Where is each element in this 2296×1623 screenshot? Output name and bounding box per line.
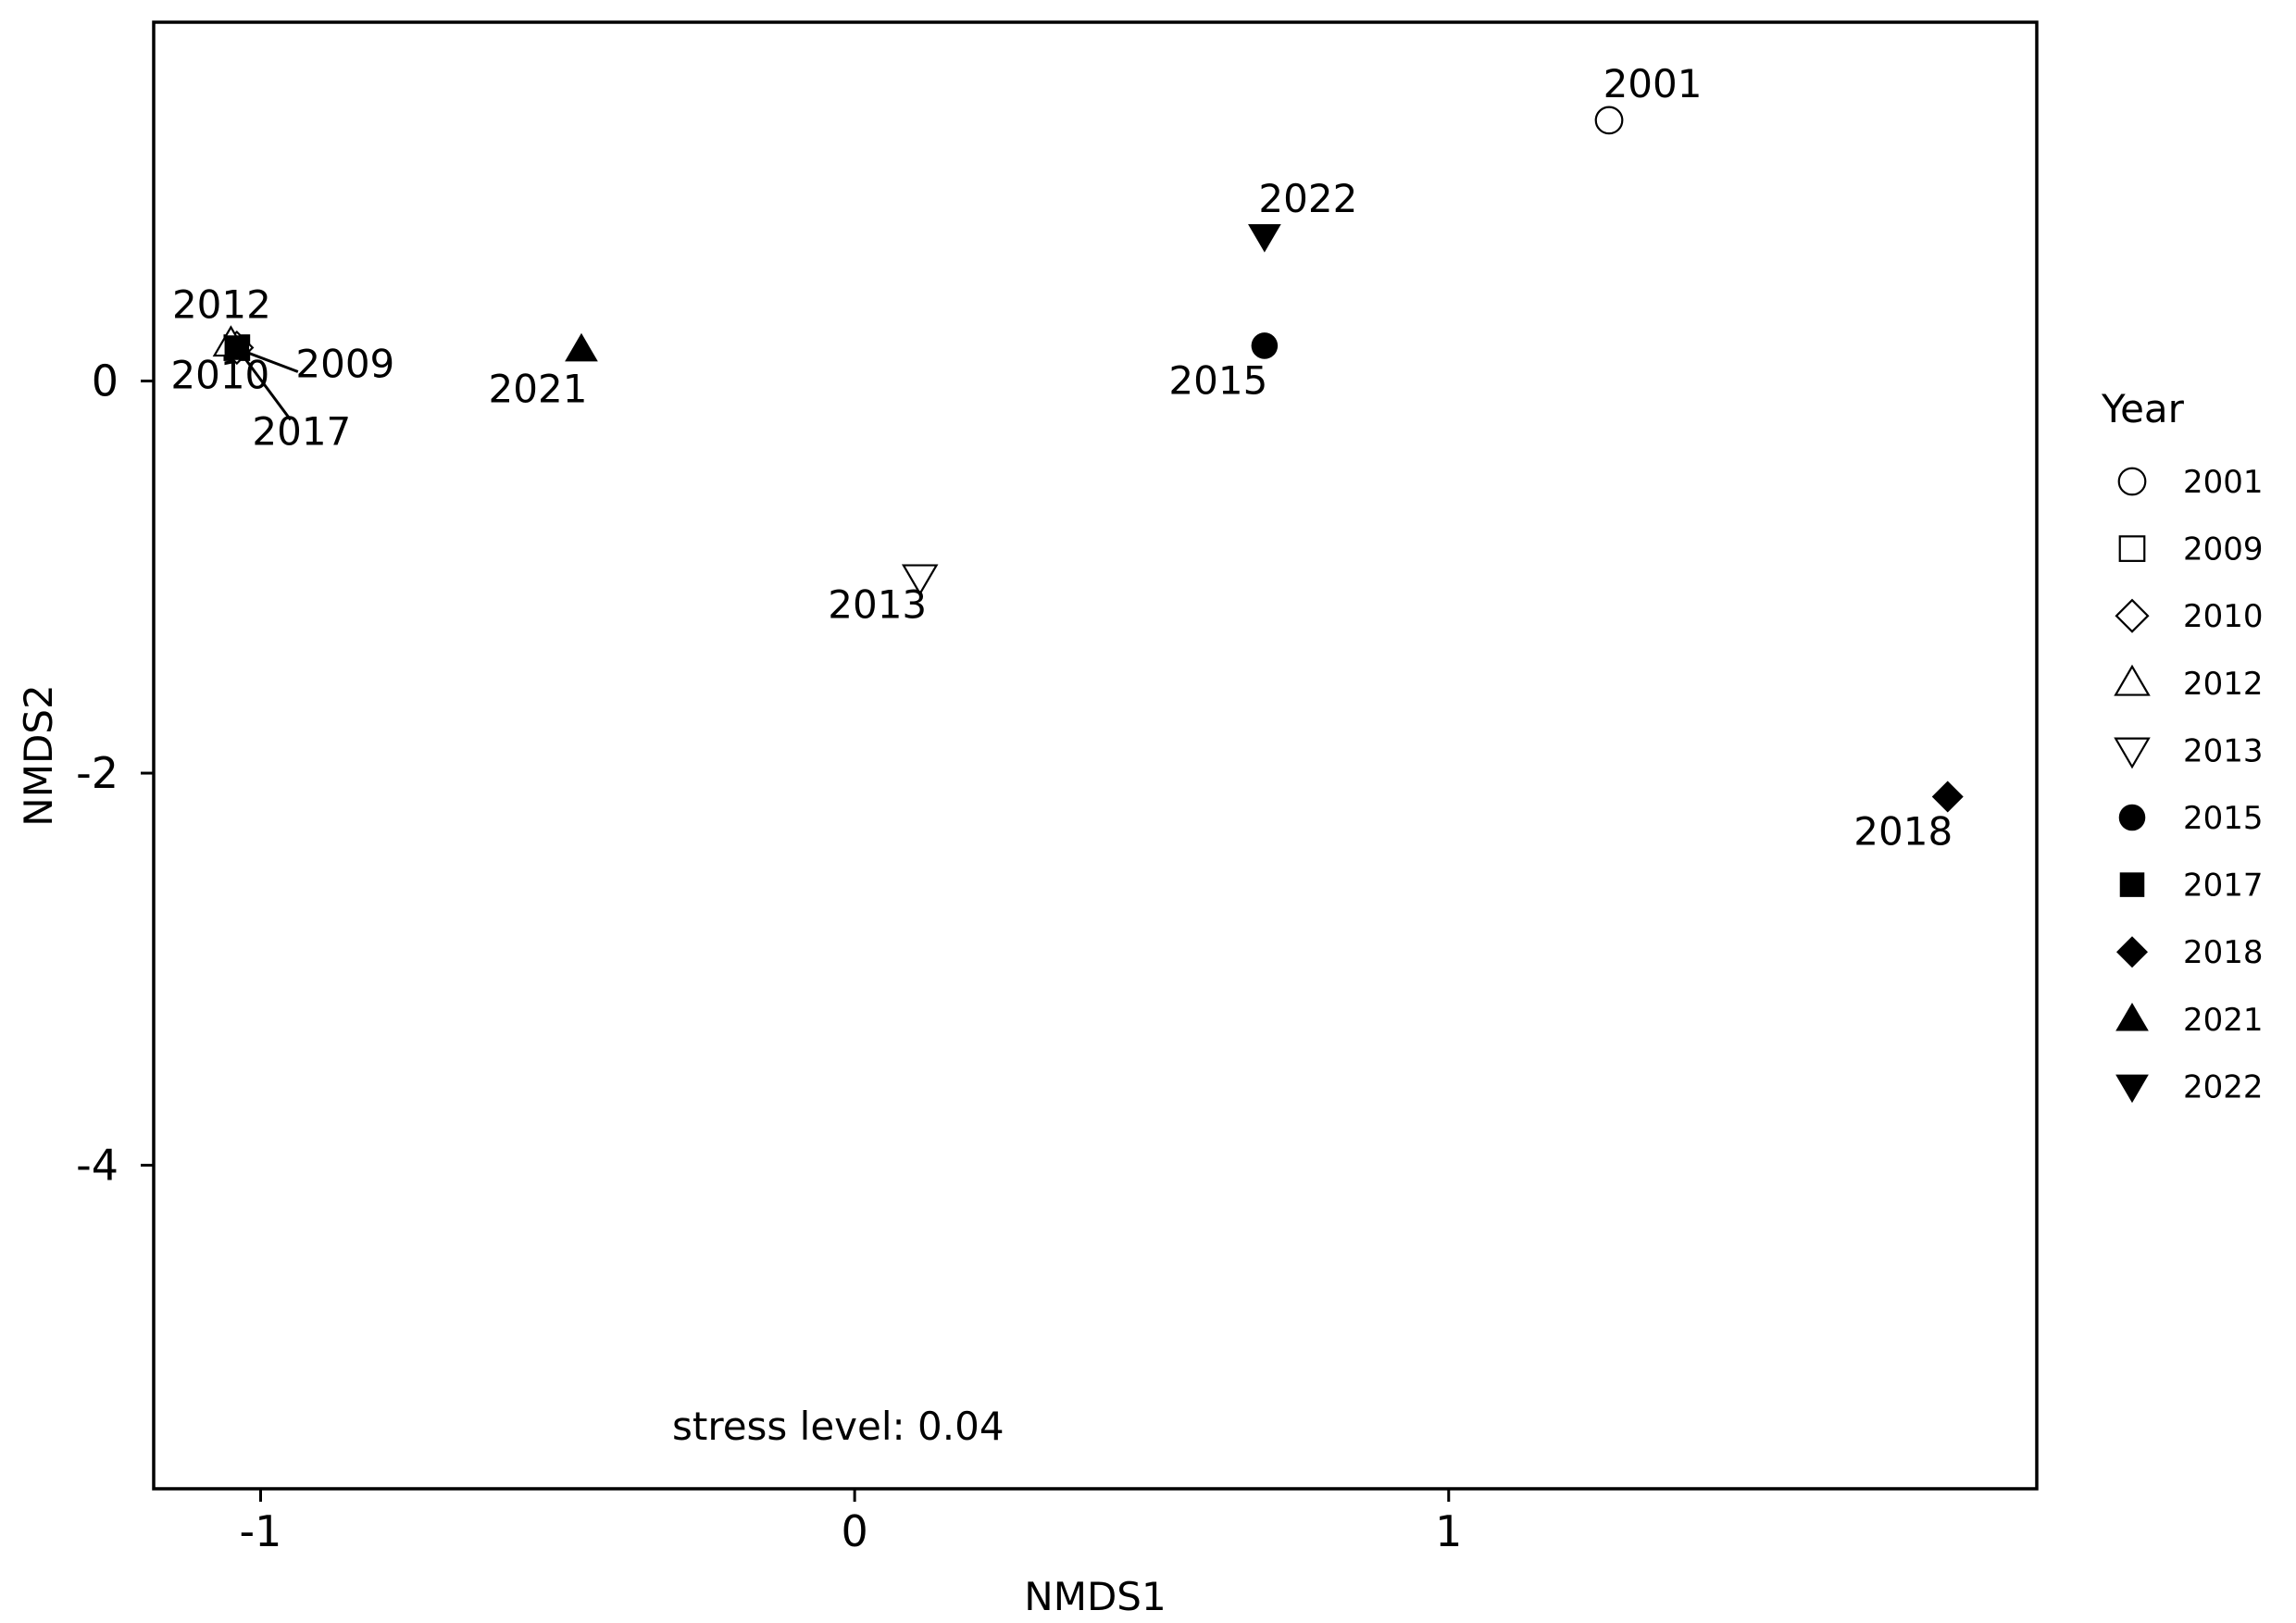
- stress-annotation: stress level: 0.04: [672, 1404, 1004, 1449]
- data-points: [212, 106, 1964, 813]
- legend-label-2013: 2013: [2183, 732, 2264, 769]
- legend-label-2021: 2021: [2183, 1002, 2264, 1039]
- legend-marker-2021: [2115, 1002, 2149, 1031]
- point-label-2021: 2021: [489, 367, 588, 412]
- legend-marker-2015: [2118, 804, 2146, 831]
- legend-item-2015: 2015: [2118, 800, 2264, 837]
- legend-label-2018: 2018: [2183, 934, 2264, 971]
- point-2022: [1248, 224, 1281, 253]
- x-tick-label: 0: [841, 1506, 867, 1556]
- legend-marker-2001: [2117, 467, 2147, 496]
- legend-item-2021: 2021: [2115, 1002, 2264, 1039]
- point-label-2001: 2001: [1603, 61, 1703, 106]
- x-axis-title: NMDS1: [1024, 1574, 1166, 1619]
- legend-item-2018: 2018: [2116, 934, 2264, 971]
- leader-line-2009: [243, 350, 299, 373]
- point-2015: [1251, 332, 1279, 359]
- point-label-2009: 2009: [295, 342, 394, 387]
- legend-marker-2013: [2114, 737, 2151, 769]
- leader-line-2017: [241, 354, 293, 421]
- point-label-2018: 2018: [1853, 808, 1953, 854]
- legend-label-2022: 2022: [2183, 1068, 2264, 1105]
- axes: -1 0 1 0 -2 -4: [76, 356, 1462, 1556]
- point-label-2010: 2010: [170, 353, 269, 398]
- y-tick-label: -4: [76, 1141, 119, 1191]
- plot-frame: [152, 20, 2039, 1491]
- legend-label-2015: 2015: [2183, 800, 2264, 837]
- point-label-2013: 2013: [828, 581, 927, 627]
- point-labels: 2001 2009 2010 2012 2013 2015 2017 2018 2021 2022: [170, 61, 1953, 855]
- legend-item-2017: 2017: [2119, 868, 2264, 905]
- point-label-2022: 2022: [1258, 176, 1357, 221]
- legend-item-2009: 2009: [2118, 531, 2264, 568]
- legend-item-2001: 2001: [2117, 464, 2264, 501]
- legend-label-2017: 2017: [2183, 868, 2264, 905]
- point-2021: [565, 332, 598, 362]
- legend-marker-2017: [2119, 872, 2145, 897]
- y-tick-label: -2: [76, 748, 119, 798]
- y-axis-title: NMDS2: [16, 684, 61, 826]
- legend-item-2010: 2010: [2115, 598, 2264, 635]
- legend-marker-2018: [2116, 936, 2148, 968]
- legend-item-2013: 2013: [2114, 732, 2264, 769]
- legend-marker-2009: [2118, 535, 2146, 562]
- legend-label-2001: 2001: [2183, 464, 2264, 501]
- point-2017: [224, 335, 250, 360]
- legend-marker-2022: [2115, 1074, 2149, 1104]
- legend-title: Year: [2101, 386, 2185, 431]
- point-label-2012: 2012: [172, 281, 271, 327]
- legend-label-2012: 2012: [2183, 666, 2264, 703]
- legend-label-2009: 2009: [2183, 531, 2264, 568]
- point-2001: [1594, 106, 1624, 135]
- legend-marker-2010: [2115, 598, 2150, 633]
- point-2013: [901, 564, 939, 596]
- y-tick-label: 0: [92, 356, 119, 406]
- x-tick-label: -1: [240, 1506, 282, 1556]
- point-label-2017: 2017: [252, 409, 351, 455]
- legend-item-2012: 2012: [2114, 664, 2264, 703]
- legend-item-2022: 2022: [2115, 1068, 2264, 1105]
- legend-marker-2012: [2114, 664, 2151, 696]
- point-label-2015: 2015: [1168, 357, 1267, 403]
- legend-label-2010: 2010: [2183, 598, 2264, 635]
- legend: Year 2001 2009 2010 2012 2013 2015 2017 2018 202…: [2101, 386, 2264, 1105]
- point-2018: [1931, 780, 1964, 813]
- x-tick-label: 1: [1435, 1506, 1462, 1556]
